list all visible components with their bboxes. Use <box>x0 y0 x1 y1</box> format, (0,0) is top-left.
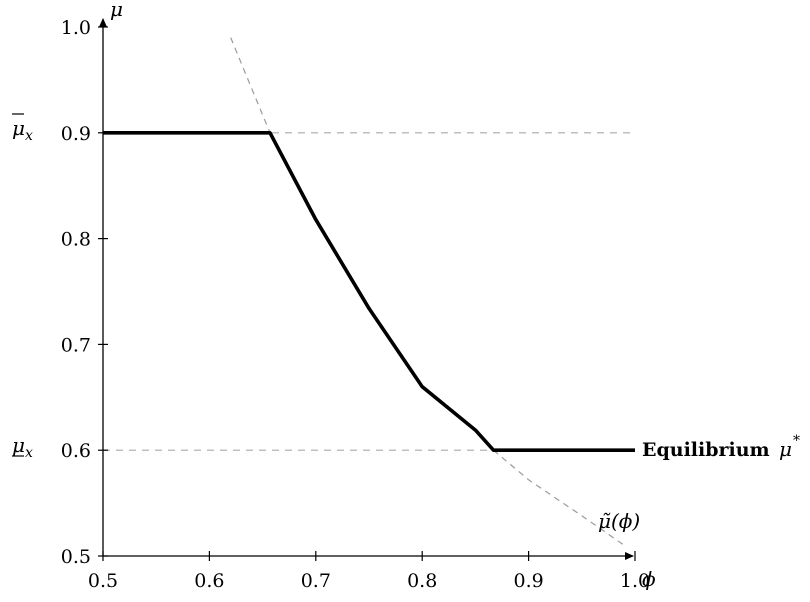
y-tick-label: 0.9 <box>61 123 91 145</box>
y-ticks: 0.5 0.6 0.7 0.8 0.9 1.0 <box>61 17 108 568</box>
y-tick-label: 1.0 <box>61 17 91 39</box>
upper-level-label-base: μ <box>12 116 25 140</box>
lower-level-label: μ x <box>12 433 33 461</box>
equilibrium-label: Equilibrium μ * <box>642 433 800 461</box>
lower-level-label-sub: x <box>25 445 33 461</box>
x-tick-label: 1.0 <box>620 570 650 592</box>
lower-level-label-base: μ <box>12 433 25 457</box>
equilibrium-series-line <box>103 131 635 452</box>
x-tick-label: 0.7 <box>301 570 331 592</box>
x-ticks: 0.5 0.6 0.7 0.8 0.9 1.0 <box>88 551 650 592</box>
equilibrium-curve-layer <box>103 131 635 452</box>
y-tick-label: 0.6 <box>61 440 91 462</box>
equilibrium-label-sup: * <box>793 433 800 449</box>
y-tick-label: 0.8 <box>61 229 91 251</box>
y-tick-label: 0.7 <box>61 334 91 356</box>
y-axis-label: μ <box>110 0 123 21</box>
x-tick-label: 0.9 <box>513 570 543 592</box>
x-tick-label: 0.8 <box>407 570 437 592</box>
x-tick-label: 0.5 <box>88 570 118 592</box>
upper-level-label: μ x <box>12 113 33 144</box>
equilibrium-label-math: μ <box>779 437 792 461</box>
x-axis-label: ϕ <box>642 567 656 591</box>
reference-lines <box>103 132 635 451</box>
y-tick-label: 0.5 <box>61 546 91 568</box>
equilibrium-label-text: Equilibrium <box>642 439 770 461</box>
tilde-mu-curve-layer <box>230 37 625 546</box>
x-tick-label: 0.6 <box>194 570 224 592</box>
upper-level-label-sub: x <box>25 128 33 144</box>
tilde-mu-series-line <box>230 37 625 546</box>
tilde-mu-label: μ̃(ϕ) <box>598 509 640 533</box>
